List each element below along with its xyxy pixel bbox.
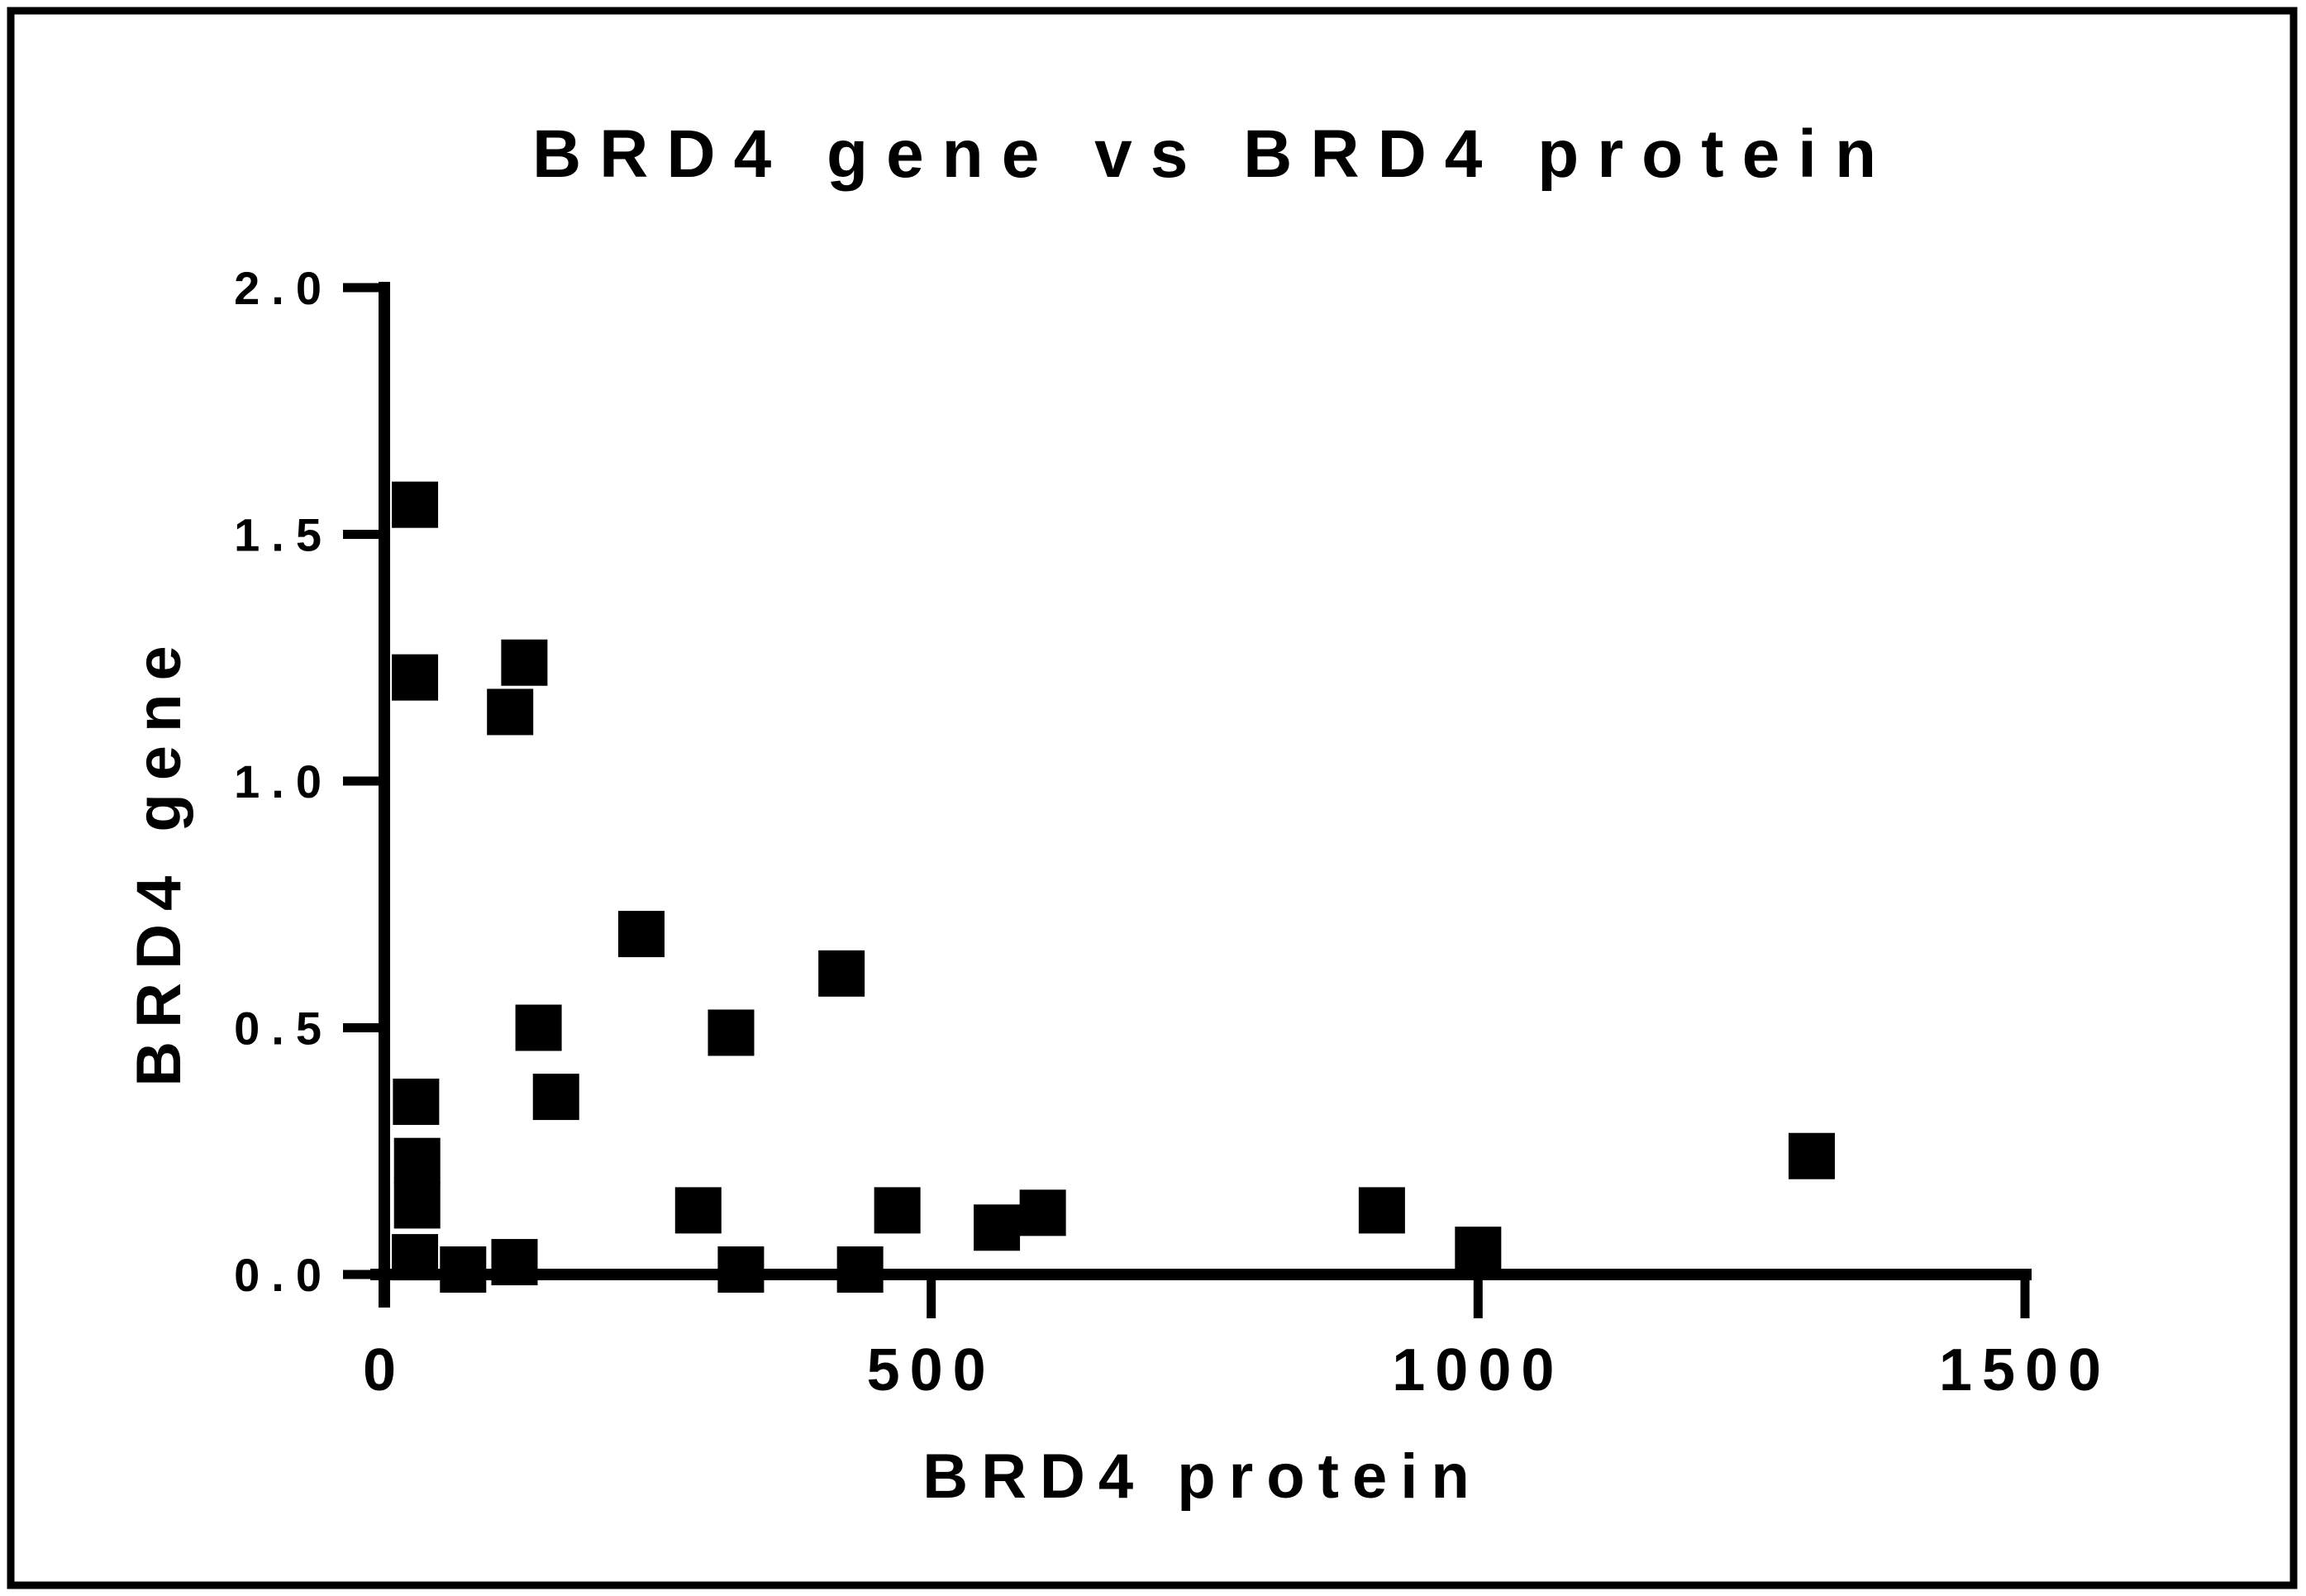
data-point-marker xyxy=(392,481,439,528)
data-point-marker xyxy=(1358,1187,1405,1234)
y-tick-label-2.0: 2.0 xyxy=(234,262,333,314)
data-point-marker xyxy=(1788,1132,1835,1179)
marker-layer xyxy=(392,481,1835,1293)
data-point-marker xyxy=(393,1079,440,1126)
chart-title: BRD4 gene vs BRD4 protein xyxy=(532,117,1894,192)
x-tick-label-0: 0 xyxy=(363,1337,406,1403)
data-point-marker xyxy=(1019,1189,1066,1236)
data-point-marker xyxy=(836,1246,884,1293)
data-point-marker xyxy=(717,1246,765,1293)
data-point-marker xyxy=(1455,1227,1502,1274)
data-point-marker xyxy=(532,1074,579,1121)
data-point-marker xyxy=(874,1187,921,1234)
data-point-marker xyxy=(392,654,439,701)
y-tick-label-1.5: 1.5 xyxy=(234,509,333,561)
y-tick-label-0.0: 0.0 xyxy=(234,1249,333,1301)
data-point-marker xyxy=(440,1246,487,1293)
data-point-marker xyxy=(617,911,665,958)
x-tick-label-1000: 1000 xyxy=(1392,1337,1564,1403)
data-point-marker xyxy=(392,1234,439,1281)
data-point-marker xyxy=(674,1187,722,1234)
data-point-marker xyxy=(393,1182,441,1229)
data-point-marker xyxy=(491,1239,538,1286)
figure-border xyxy=(7,7,2298,1589)
y-tick-label-1.0: 1.0 xyxy=(234,755,333,808)
axes-layer: 0.0 0.5 1.0 1.5 2.0 0 500 1000 1500 xyxy=(234,262,2111,1403)
x-tick-label-1500: 1500 xyxy=(1939,1337,2111,1403)
data-point-marker xyxy=(708,1009,755,1056)
data-point-marker xyxy=(393,1137,441,1184)
x-tick-label-500: 500 xyxy=(867,1337,996,1403)
data-point-marker xyxy=(487,688,534,736)
data-point-marker xyxy=(818,950,865,997)
data-point-marker xyxy=(515,1004,562,1051)
y-tick-label-0.5: 0.5 xyxy=(234,1003,333,1055)
x-axis-title: BRD4 protein xyxy=(922,1441,1483,1512)
data-point-marker xyxy=(974,1204,1021,1251)
y-axis-title: BRD4 gene xyxy=(124,632,194,1086)
data-point-marker xyxy=(501,639,548,686)
